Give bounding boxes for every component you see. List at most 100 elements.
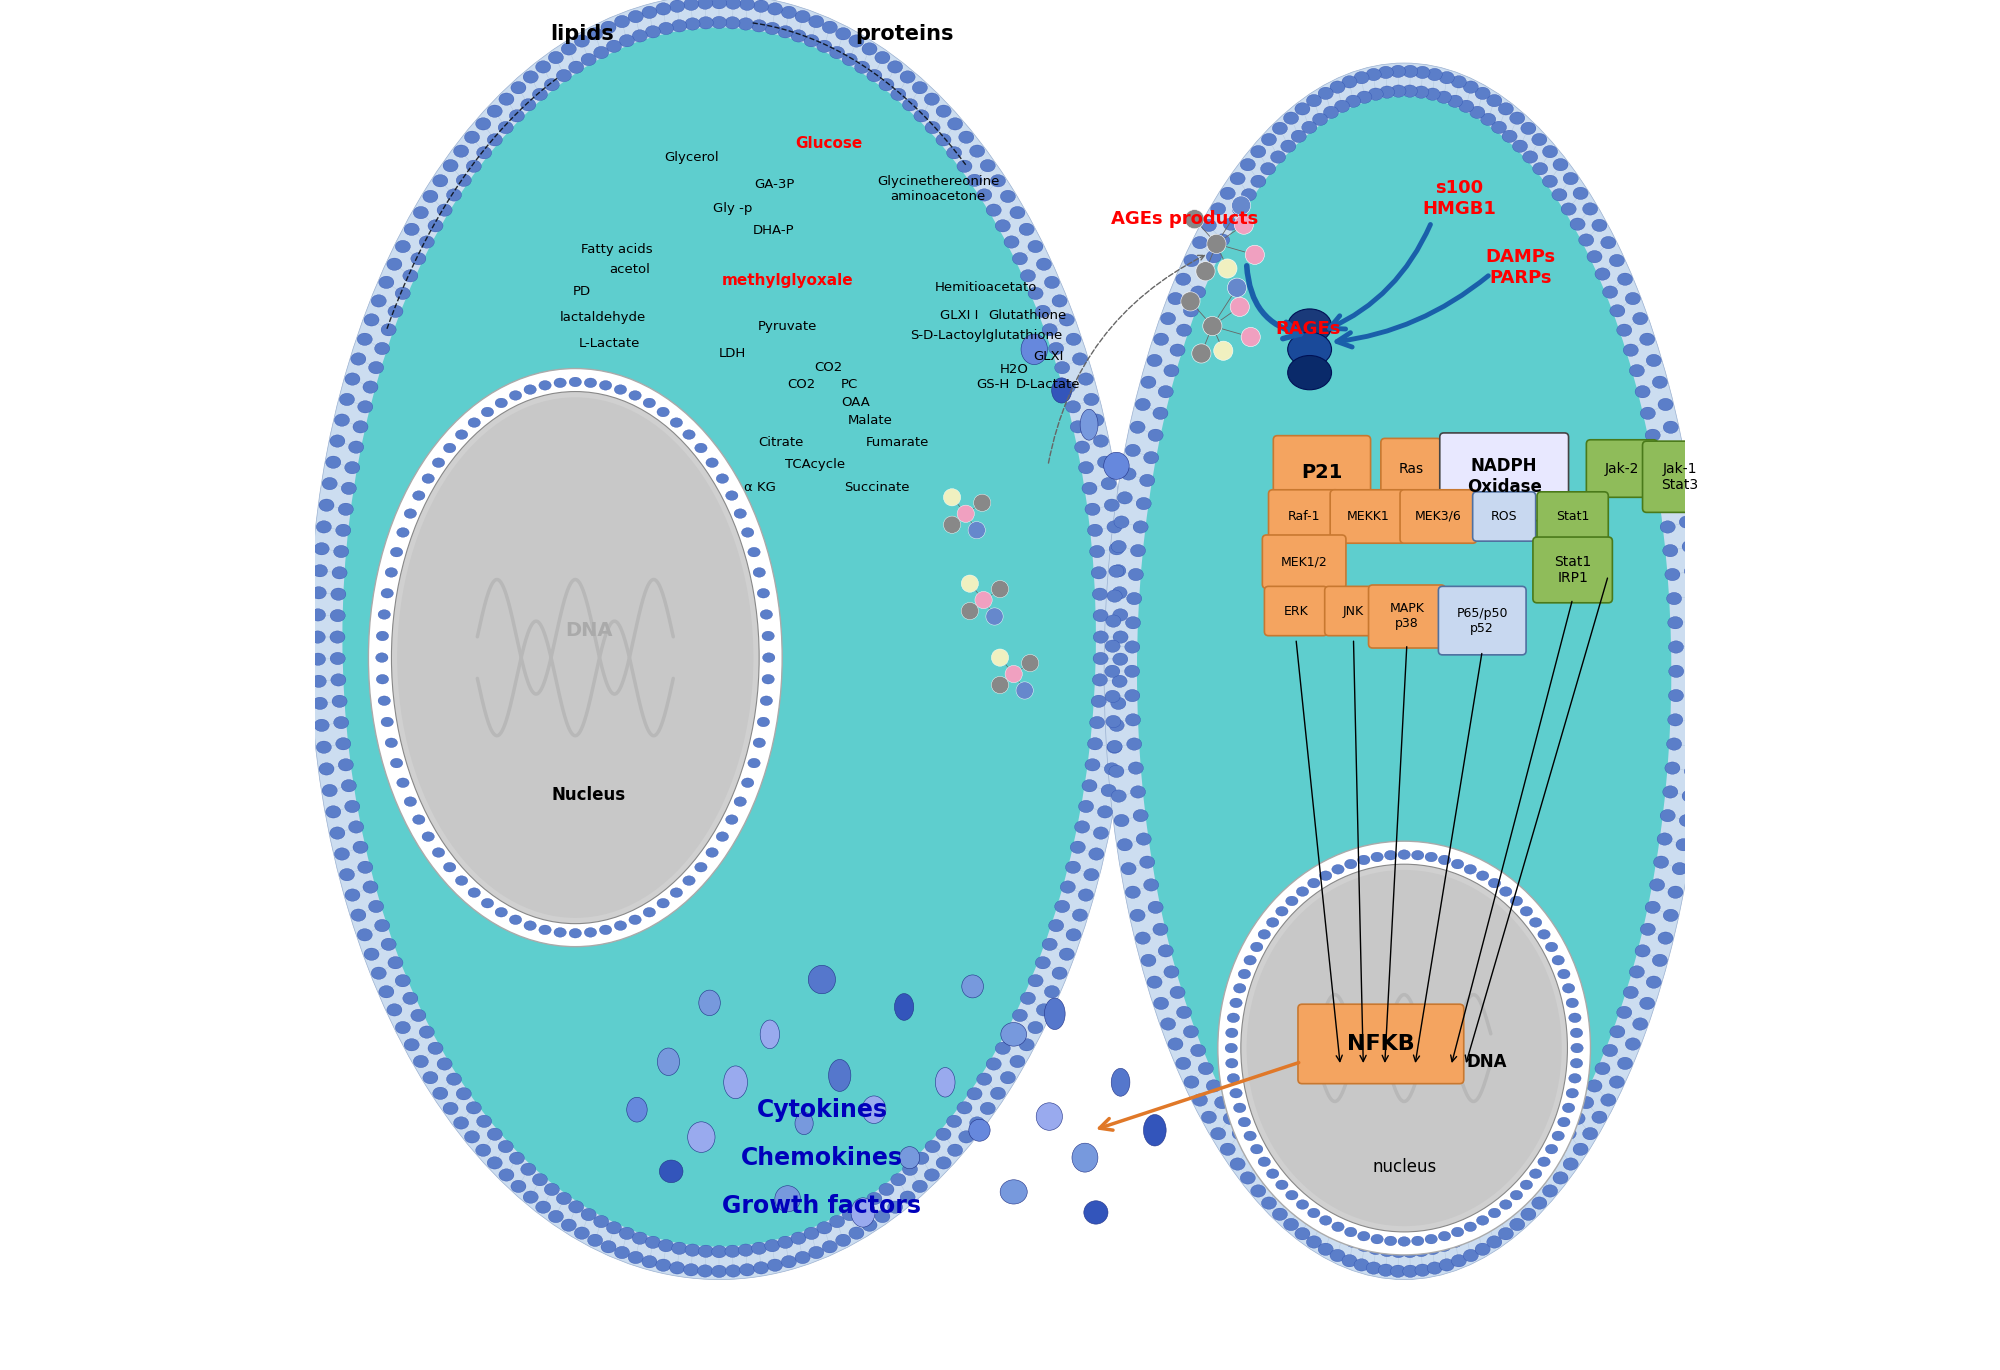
Ellipse shape <box>1480 114 1496 126</box>
Ellipse shape <box>1288 310 1332 344</box>
Ellipse shape <box>1658 497 1672 510</box>
Ellipse shape <box>344 889 360 901</box>
Ellipse shape <box>340 869 354 881</box>
Ellipse shape <box>456 174 472 186</box>
Ellipse shape <box>348 821 364 833</box>
Ellipse shape <box>456 1088 472 1100</box>
Ellipse shape <box>1118 492 1132 504</box>
Ellipse shape <box>330 434 344 447</box>
Ellipse shape <box>1094 630 1108 644</box>
Ellipse shape <box>454 145 468 158</box>
Ellipse shape <box>694 444 708 453</box>
Ellipse shape <box>1246 870 1562 1226</box>
Ellipse shape <box>1520 122 1536 134</box>
Ellipse shape <box>1136 497 1152 510</box>
Ellipse shape <box>524 385 536 395</box>
Ellipse shape <box>314 719 330 732</box>
Ellipse shape <box>878 1184 894 1196</box>
Ellipse shape <box>1006 666 1022 682</box>
Ellipse shape <box>1368 1243 1384 1255</box>
Ellipse shape <box>1646 901 1660 914</box>
Ellipse shape <box>1664 421 1678 433</box>
Ellipse shape <box>420 1026 434 1038</box>
Ellipse shape <box>1618 273 1632 285</box>
Ellipse shape <box>1632 312 1648 325</box>
Ellipse shape <box>1624 344 1638 356</box>
Text: Stat1
IRP1: Stat1 IRP1 <box>1554 555 1592 585</box>
Ellipse shape <box>382 938 396 951</box>
Ellipse shape <box>656 1259 670 1271</box>
Ellipse shape <box>570 929 582 938</box>
Text: Jak-2: Jak-2 <box>1604 462 1640 475</box>
Ellipse shape <box>1592 219 1606 232</box>
Ellipse shape <box>1184 1075 1198 1088</box>
Ellipse shape <box>1020 1038 1034 1051</box>
Ellipse shape <box>556 1192 572 1204</box>
Ellipse shape <box>1102 785 1116 797</box>
Text: ROS: ROS <box>1490 510 1518 523</box>
Ellipse shape <box>1078 800 1094 812</box>
Ellipse shape <box>1088 737 1102 749</box>
Ellipse shape <box>764 22 780 34</box>
Ellipse shape <box>1312 114 1328 126</box>
Ellipse shape <box>1330 1249 1346 1262</box>
Ellipse shape <box>986 204 1002 216</box>
Ellipse shape <box>1234 215 1254 234</box>
Ellipse shape <box>1530 1169 1542 1178</box>
Ellipse shape <box>726 490 738 500</box>
Ellipse shape <box>316 741 332 754</box>
Ellipse shape <box>1084 759 1100 771</box>
Ellipse shape <box>1390 1265 1406 1277</box>
Ellipse shape <box>332 695 348 707</box>
Ellipse shape <box>656 899 670 908</box>
Ellipse shape <box>496 907 508 917</box>
Ellipse shape <box>1492 121 1506 133</box>
Ellipse shape <box>1230 999 1242 1008</box>
Ellipse shape <box>1160 1018 1176 1030</box>
Text: GA-3P: GA-3P <box>754 178 794 192</box>
Ellipse shape <box>684 0 698 11</box>
Ellipse shape <box>466 1101 482 1114</box>
Ellipse shape <box>996 219 1010 232</box>
Ellipse shape <box>378 610 390 619</box>
Ellipse shape <box>1658 399 1674 411</box>
Ellipse shape <box>1206 251 1222 263</box>
Ellipse shape <box>808 966 836 993</box>
Ellipse shape <box>1302 1210 1316 1222</box>
Ellipse shape <box>836 1234 850 1247</box>
Ellipse shape <box>782 7 796 19</box>
Ellipse shape <box>1214 1096 1230 1108</box>
Ellipse shape <box>574 34 590 47</box>
Ellipse shape <box>642 7 656 19</box>
Ellipse shape <box>1586 251 1602 263</box>
Ellipse shape <box>1124 664 1140 677</box>
Ellipse shape <box>1636 945 1650 958</box>
Ellipse shape <box>842 53 858 66</box>
Ellipse shape <box>1102 477 1116 489</box>
Ellipse shape <box>1148 429 1164 441</box>
Ellipse shape <box>1318 88 1334 100</box>
Ellipse shape <box>1078 37 1730 1306</box>
Ellipse shape <box>926 122 940 134</box>
Ellipse shape <box>1114 516 1130 529</box>
Ellipse shape <box>1568 1012 1582 1022</box>
Ellipse shape <box>322 785 338 797</box>
Ellipse shape <box>726 0 740 10</box>
Ellipse shape <box>694 862 708 871</box>
Ellipse shape <box>778 1236 792 1248</box>
Ellipse shape <box>1280 1191 1296 1203</box>
Ellipse shape <box>488 1128 502 1140</box>
Ellipse shape <box>1230 1158 1246 1170</box>
Ellipse shape <box>1570 1112 1586 1125</box>
Ellipse shape <box>368 362 384 374</box>
Ellipse shape <box>768 1259 782 1271</box>
Ellipse shape <box>1214 234 1230 247</box>
Text: H2O: H2O <box>1000 363 1028 377</box>
Ellipse shape <box>936 134 952 147</box>
Ellipse shape <box>422 474 434 484</box>
Ellipse shape <box>382 717 394 726</box>
Ellipse shape <box>388 306 404 318</box>
Text: Gly -p: Gly -p <box>714 201 752 215</box>
Text: DAMPs
PARPs: DAMPs PARPs <box>1486 248 1556 286</box>
Ellipse shape <box>1538 930 1550 940</box>
